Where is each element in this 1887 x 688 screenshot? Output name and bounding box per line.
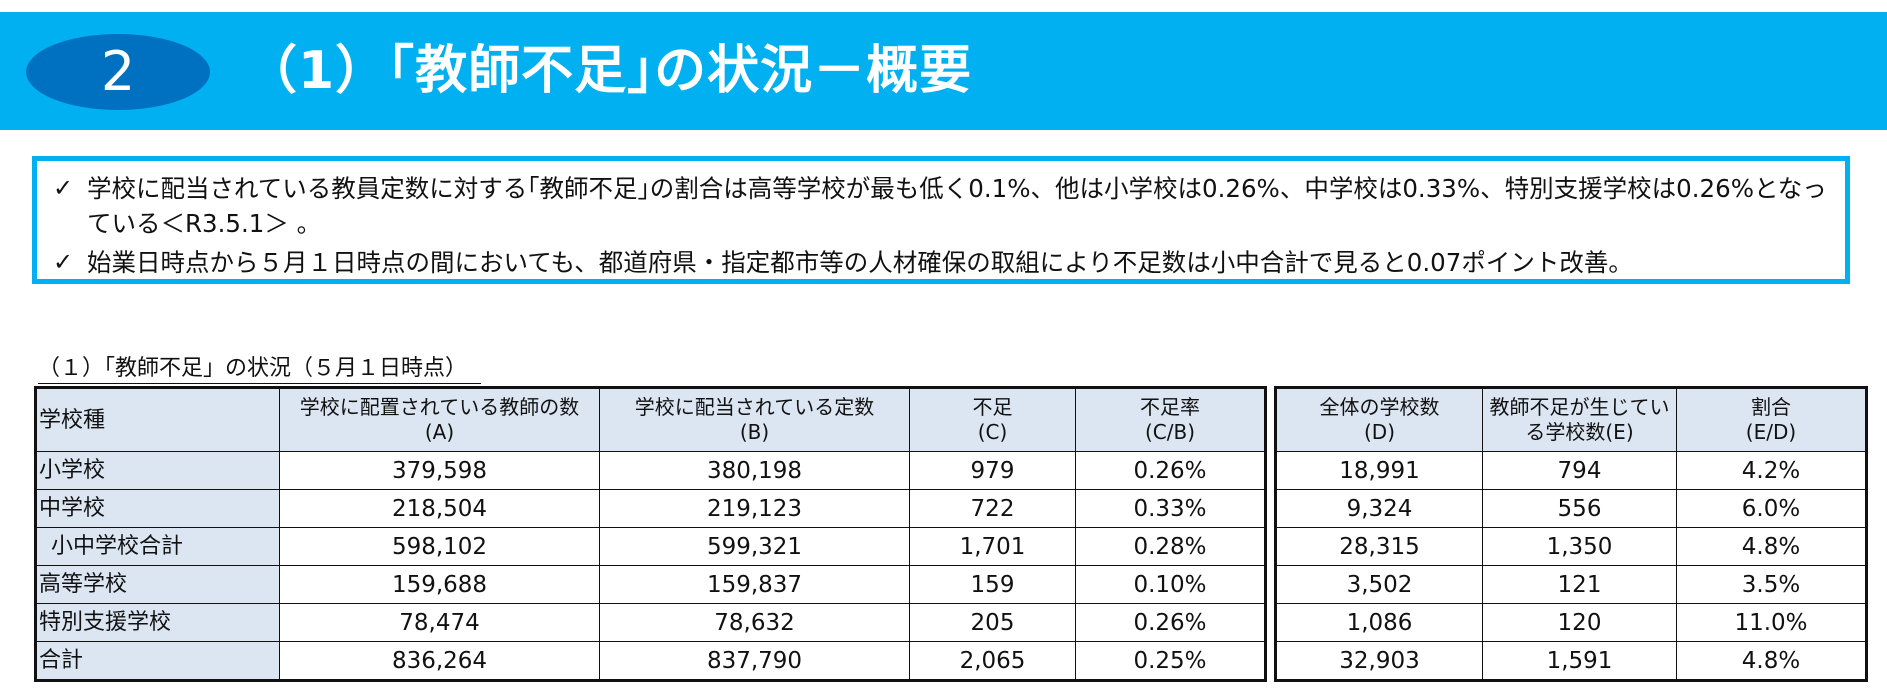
- cell-ratio: 11.0%: [1676, 603, 1867, 642]
- summary-bullet: ✓ 学校に配当されている教員定数に対する｢教師不足｣の割合は高等学校が最も低く0…: [53, 171, 1829, 241]
- cell-assigned: 379,598: [279, 451, 600, 490]
- summary-bullet: ✓ 始業日時点から５月１日時点の間においても、都道府県・指定都市等の人材確保の取…: [53, 245, 1829, 280]
- header-allocated-quota: 学校に配当されている定数 (B): [599, 387, 910, 452]
- table-row: 32,903 1,591 4.8%: [1275, 641, 1867, 681]
- cell-ratio: 3.5%: [1676, 565, 1867, 604]
- cell-assigned: 159,688: [279, 565, 600, 604]
- table-row: 28,315 1,350 4.8%: [1275, 527, 1867, 566]
- cell-total-schools: 3,502: [1275, 565, 1483, 604]
- cell-shortage: 979: [909, 451, 1076, 490]
- table-row: 9,324 556 6.0%: [1275, 489, 1867, 528]
- cell-shortage: 722: [909, 489, 1076, 528]
- check-icon: ✓: [53, 248, 74, 276]
- row-label: 特別支援学校: [35, 603, 280, 642]
- header-shortage-rate: 不足率 (C/B): [1075, 387, 1266, 452]
- page-title: （1）｢教師不足｣の状況－概要: [245, 41, 973, 101]
- cell-rate: 0.25%: [1075, 641, 1266, 681]
- summary-box: ✓ 学校に配当されている教員定数に対する｢教師不足｣の割合は高等学校が最も低く0…: [32, 156, 1850, 284]
- cell-quota: 78,632: [599, 603, 910, 642]
- cell-total-schools: 1,086: [1275, 603, 1483, 642]
- cell-quota: 380,198: [599, 451, 910, 490]
- cell-rate: 0.10%: [1075, 565, 1266, 604]
- cell-ratio: 4.2%: [1676, 451, 1867, 490]
- cell-rate: 0.26%: [1075, 451, 1266, 490]
- table-row: 18,991 794 4.2%: [1275, 451, 1867, 490]
- cell-shortage-schools: 120: [1482, 603, 1677, 642]
- cell-shortage-schools: 556: [1482, 489, 1677, 528]
- cell-quota: 837,790: [599, 641, 910, 681]
- cell-assigned: 598,102: [279, 527, 600, 566]
- cell-quota: 219,123: [599, 489, 910, 528]
- header-schools-with-shortage: 教師不足が生じてい る学校数(E): [1482, 387, 1677, 452]
- cell-assigned: 78,474: [279, 603, 600, 642]
- row-label: 小学校: [35, 451, 280, 490]
- cell-rate: 0.28%: [1075, 527, 1266, 566]
- table-row: 3,502 121 3.5%: [1275, 565, 1867, 604]
- row-label: 中学校: [35, 489, 280, 528]
- row-label: 高等学校: [35, 565, 280, 604]
- table-row: 小学校 379,598 380,198 979 0.26%: [35, 451, 1266, 490]
- cell-assigned: 218,504: [279, 489, 600, 528]
- cell-shortage-schools: 794: [1482, 451, 1677, 490]
- table-row: 小中学校合計 598,102 599,321 1,701 0.28%: [35, 527, 1266, 566]
- teacher-shortage-table: 学校種 学校に配置されている教師の数 (A) 学校に配当されている定数 (B) 不足…: [34, 386, 1267, 682]
- title-banner: 2 （1）｢教師不足｣の状況－概要: [0, 12, 1887, 130]
- cell-total-schools: 9,324: [1275, 489, 1483, 528]
- table-row: 高等学校 159,688 159,837 159 0.10%: [35, 565, 1266, 604]
- cell-shortage-schools: 1,591: [1482, 641, 1677, 681]
- header-school-type: 学校種: [35, 387, 280, 452]
- table-row: 1,086 120 11.0%: [1275, 603, 1867, 642]
- cell-total-schools: 28,315: [1275, 527, 1483, 566]
- cell-total-schools: 32,903: [1275, 641, 1483, 681]
- cell-rate: 0.33%: [1075, 489, 1266, 528]
- table-row: 中学校 218,504 219,123 722 0.33%: [35, 489, 1266, 528]
- cell-quota: 599,321: [599, 527, 910, 566]
- table-caption: （１）「教師不足」の状況（５月１日時点）: [38, 355, 482, 384]
- section-number-badge: 2: [26, 34, 210, 110]
- cell-shortage: 205: [909, 603, 1076, 642]
- cell-total-schools: 18,991: [1275, 451, 1483, 490]
- cell-ratio: 6.0%: [1676, 489, 1867, 528]
- header-assigned-teachers: 学校に配置されている教師の数 (A): [279, 387, 600, 452]
- cell-shortage: 159: [909, 565, 1076, 604]
- cell-shortage-schools: 1,350: [1482, 527, 1677, 566]
- header-total-schools: 全体の学校数 (D): [1275, 387, 1483, 452]
- header-row: 全体の学校数 (D) 教師不足が生じてい る学校数(E) 割合 (E/D): [1275, 387, 1867, 452]
- check-icon: ✓: [53, 174, 74, 202]
- cell-assigned: 836,264: [279, 641, 600, 681]
- header-row: 学校種 学校に配置されている教師の数 (A) 学校に配当されている定数 (B) 不足…: [35, 387, 1266, 452]
- cell-quota: 159,837: [599, 565, 910, 604]
- row-label: 小中学校合計: [35, 527, 280, 566]
- header-shortage: 不足 (C): [909, 387, 1076, 452]
- summary-bullet-text: 始業日時点から５月１日時点の間においても、都道府県・指定都市等の人材確保の取組に…: [87, 248, 1633, 277]
- cell-ratio: 4.8%: [1676, 641, 1867, 681]
- cell-ratio: 4.8%: [1676, 527, 1867, 566]
- row-label: 合計: [35, 641, 280, 681]
- summary-bullet-text: 学校に配当されている教員定数に対する｢教師不足｣の割合は高等学校が最も低く0.1…: [87, 174, 1827, 238]
- cell-shortage-schools: 121: [1482, 565, 1677, 604]
- table-row: 合計 836,264 837,790 2,065 0.25%: [35, 641, 1266, 681]
- cell-rate: 0.26%: [1075, 603, 1266, 642]
- cell-shortage: 1,701: [909, 527, 1076, 566]
- school-count-table: 全体の学校数 (D) 教師不足が生じてい る学校数(E) 割合 (E/D) 18,99…: [1274, 386, 1868, 682]
- cell-shortage: 2,065: [909, 641, 1076, 681]
- table-row: 特別支援学校 78,474 78,632 205 0.26%: [35, 603, 1266, 642]
- header-ratio: 割合 (E/D): [1676, 387, 1867, 452]
